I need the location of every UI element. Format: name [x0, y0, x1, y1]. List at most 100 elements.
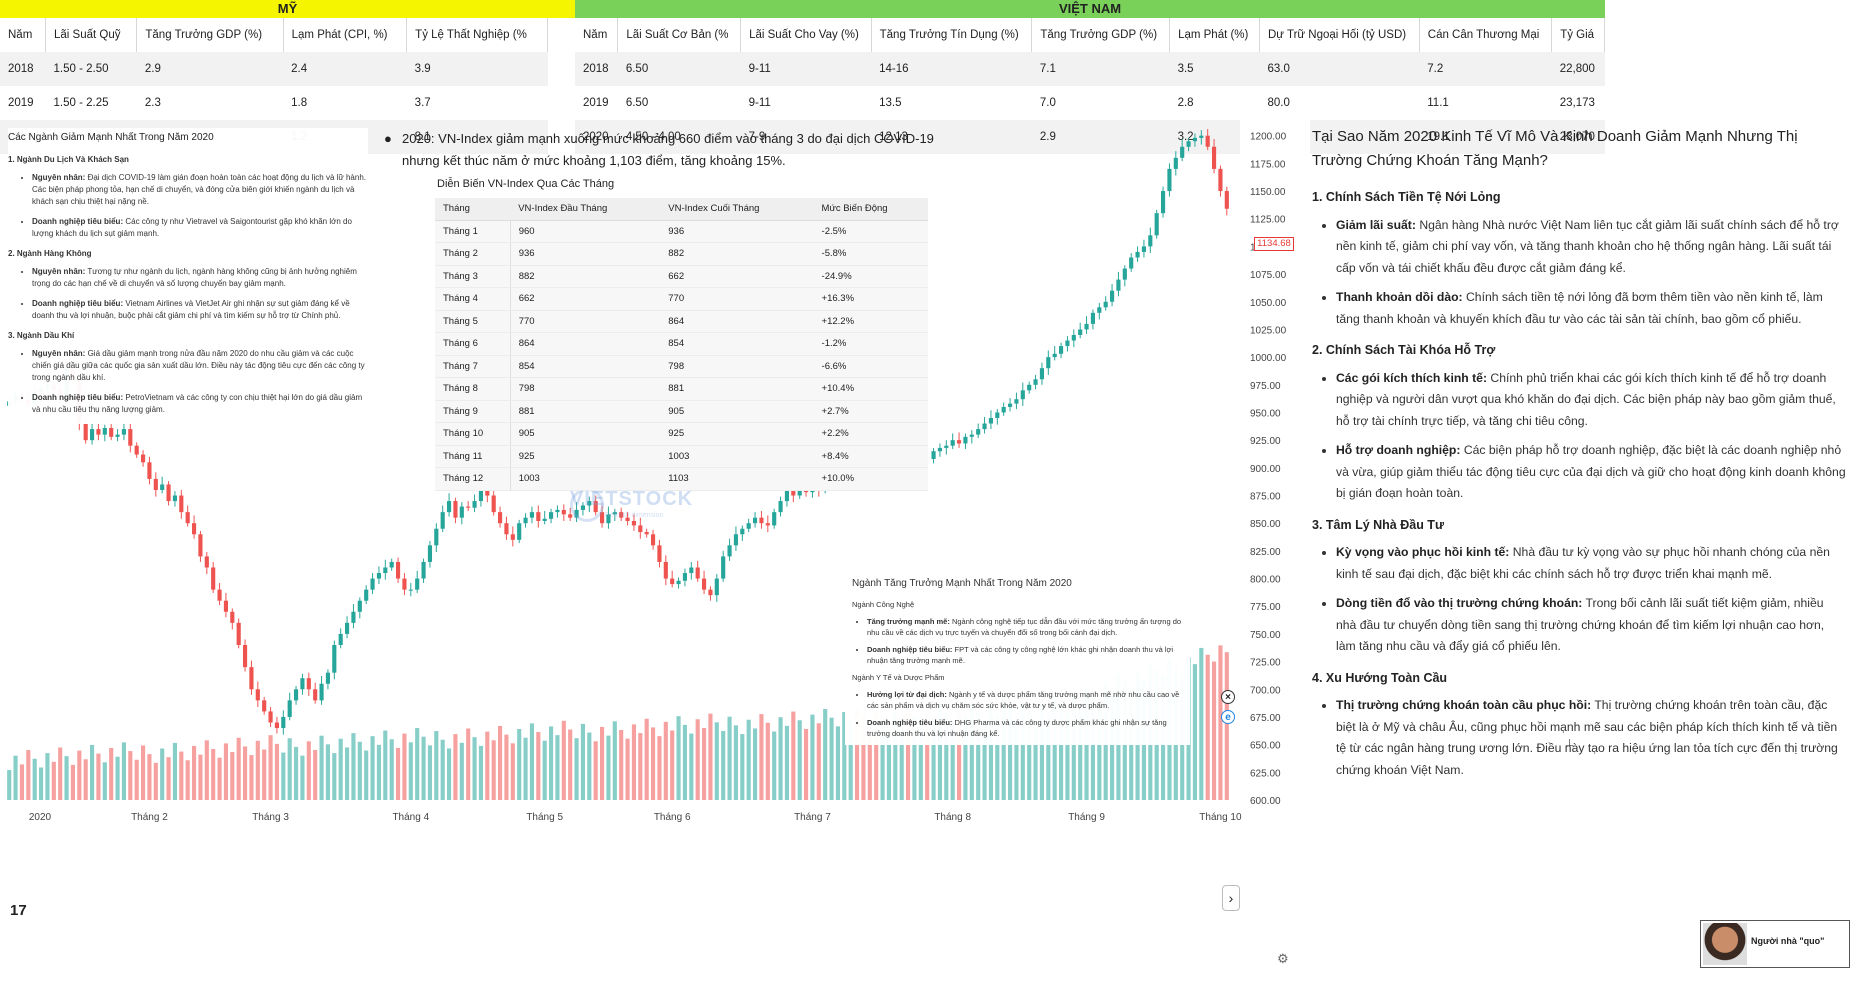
- candle-body: [121, 429, 127, 435]
- table-cell: 6.50: [617, 52, 741, 86]
- candle-body: [625, 517, 630, 521]
- item-text: Ngành y tế và dược phẩm tăng trưởng mạnh…: [867, 690, 1180, 710]
- table-cell: 6.50: [617, 86, 741, 120]
- us-section-title: MỸ: [0, 0, 575, 18]
- candle-body: [427, 545, 433, 562]
- candle-body: [1180, 146, 1185, 158]
- candle-body: [944, 445, 949, 448]
- bullet-list: Giảm lãi suất: Ngân hàng Nhà nước Việt N…: [1312, 215, 1846, 331]
- ebook-icon[interactable]: e: [1221, 710, 1235, 724]
- table-cell: Tháng 2: [435, 242, 511, 266]
- volume-bar: [708, 713, 713, 800]
- y-tick-label: 1175.00: [1250, 159, 1286, 170]
- table-cell: 12.13: [871, 120, 1032, 154]
- volume-bar: [191, 745, 197, 800]
- chart-svg[interactable]: 1225.001200.001175.001150.001125.001100.…: [0, 120, 1310, 982]
- column-header: Lạm Phát (CPI, %): [283, 18, 408, 52]
- volume-bar: [682, 724, 688, 800]
- candle-body: [772, 512, 777, 526]
- table-cell: 905: [660, 400, 814, 423]
- candle-body: [1205, 135, 1210, 147]
- volume-bar: [803, 728, 809, 800]
- candle-body: [1039, 368, 1045, 380]
- volume-bar: [899, 721, 904, 800]
- bullet-list: Hưởng lợi từ đại dịch: Ngành y tế và dượ…: [847, 689, 1190, 739]
- candle-body: [325, 672, 331, 684]
- y-tick-label: 775.00: [1250, 602, 1281, 613]
- volume-bar: [523, 737, 528, 800]
- table-cell: 7.0: [1031, 86, 1170, 120]
- candle-body: [389, 561, 394, 568]
- volume-bar: [408, 742, 413, 800]
- volume-bar: [338, 738, 343, 800]
- candle-body: [415, 578, 420, 590]
- chart-settings-icon[interactable]: ⚙: [1277, 951, 1289, 966]
- y-tick-label: 625.00: [1250, 768, 1281, 779]
- close-icon[interactable]: ×: [1221, 690, 1235, 704]
- table-cell: 882: [660, 242, 814, 266]
- table-cell: 9-11: [740, 52, 872, 86]
- table-cell: Tháng 12: [435, 467, 511, 491]
- x-tick-label: Tháng 2: [131, 812, 168, 823]
- vn-section-title: VIỆT NAM: [575, 0, 1605, 18]
- candle-body: [708, 589, 713, 596]
- scroll-right-button[interactable]: ›: [1222, 885, 1240, 911]
- table-cell: 9-11: [740, 86, 872, 120]
- volume-bar: [772, 731, 777, 800]
- volume-bar: [676, 716, 681, 800]
- candle-body: [701, 578, 707, 590]
- candle-body: [1001, 406, 1006, 413]
- table-cell: 1.50 - 2.50: [45, 52, 137, 86]
- volume-bar: [625, 738, 630, 800]
- x-tick-label: Tháng 5: [526, 812, 563, 823]
- table-cell: 80.0: [1259, 86, 1420, 120]
- candle-body: [1090, 312, 1096, 324]
- candle-body: [727, 545, 732, 557]
- volume-bar: [1199, 647, 1204, 800]
- candle-body: [211, 567, 216, 590]
- volume-bar: [574, 738, 579, 800]
- candle-body: [1154, 213, 1159, 236]
- candle-body: [714, 578, 719, 596]
- item-text: Giá dầu giảm mạnh trong nửa đầu năm 2020…: [32, 349, 365, 382]
- volume-bar: [1205, 654, 1210, 800]
- table-cell: 798: [510, 377, 661, 401]
- candle-body: [351, 611, 356, 623]
- candle-body: [434, 528, 439, 546]
- volume-bar: [1218, 645, 1223, 800]
- item-label: Doanh nghiệp tiêu biểu:: [32, 393, 124, 402]
- candle-body: [931, 451, 936, 459]
- volume-bar: [599, 726, 605, 800]
- volume-bar: [670, 730, 675, 800]
- candle-body: [236, 622, 241, 645]
- table-cell: 925: [660, 422, 814, 446]
- table-cell: Tháng 1: [435, 220, 511, 243]
- user-badge[interactable]: Người nhà "quo": [1700, 920, 1850, 968]
- candle-body: [242, 644, 248, 668]
- table-cell: +10.4%: [813, 377, 928, 401]
- volume-bar: [427, 745, 433, 800]
- volume-bar: [134, 759, 139, 800]
- candle-body: [1014, 399, 1019, 404]
- candle-body: [791, 489, 796, 496]
- volume-bar: [638, 733, 643, 800]
- table-cell: 936: [510, 242, 661, 266]
- candle-body: [1058, 346, 1064, 354]
- table-cell: -1.2%: [813, 332, 928, 356]
- cursor-icon: ⊥: [1565, 738, 1574, 749]
- volume-bar: [619, 730, 624, 800]
- list-item: Hỗ trợ doanh nghiệp: Các biện pháp hỗ tr…: [1336, 440, 1846, 505]
- table-cell: 936: [660, 220, 814, 243]
- volume-bar: [300, 755, 305, 800]
- volume-bar: [612, 721, 617, 800]
- volume-bar: [453, 734, 458, 800]
- candle-body: [459, 506, 464, 518]
- table-cell: 1003: [660, 445, 814, 468]
- candle-body: [523, 517, 528, 524]
- candle-body: [1065, 340, 1070, 347]
- volume-bar: [166, 757, 171, 800]
- table-cell: 13.5: [871, 86, 1032, 120]
- vnindex-chart[interactable]: 1225.001200.001175.001150.001125.001100.…: [0, 120, 1310, 982]
- candle-body: [599, 512, 605, 524]
- candle-body: [344, 622, 350, 634]
